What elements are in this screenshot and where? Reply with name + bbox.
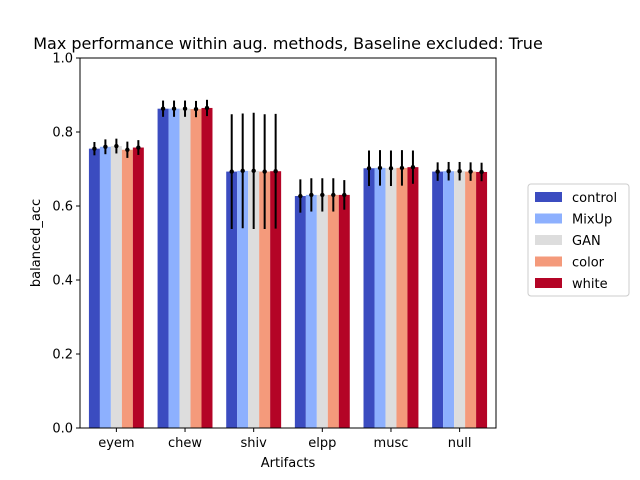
bar-gan-eyem bbox=[110, 146, 122, 428]
error-marker-control-chew bbox=[160, 106, 166, 111]
error-bars-layer bbox=[92, 99, 484, 229]
bar-white-null bbox=[476, 171, 488, 428]
error-marker-white-elpp bbox=[342, 192, 347, 198]
y-tick-label: 0.4 bbox=[52, 274, 73, 289]
error-marker-color-chew bbox=[193, 106, 199, 112]
bar-mixup-eyem bbox=[99, 146, 111, 429]
plot-frame bbox=[79, 57, 497, 429]
bar-color-musc bbox=[396, 167, 408, 428]
x-tick-label-elpp: elpp bbox=[308, 436, 336, 451]
legend-swatch-control bbox=[535, 192, 562, 202]
error-marker-control-eyem bbox=[92, 146, 97, 151]
legend-swatch-color bbox=[535, 256, 562, 267]
bar-color-chew bbox=[190, 109, 202, 428]
legend-swatch-gan bbox=[535, 235, 562, 245]
bar-color-eyem bbox=[121, 149, 133, 428]
error-marker-control-elpp bbox=[298, 193, 303, 199]
error-marker-control-null bbox=[435, 169, 440, 174]
bar-gan-chew bbox=[179, 108, 191, 428]
bar-gan-null bbox=[454, 171, 466, 428]
error-marker-gan-eyem bbox=[114, 143, 119, 149]
error-marker-mixup-shiv bbox=[240, 168, 245, 174]
legend-frame bbox=[527, 183, 630, 297]
x-tick-label-null: null bbox=[448, 436, 472, 451]
error-marker-mixup-null bbox=[446, 169, 451, 174]
y-tick-label: 0.6 bbox=[52, 200, 73, 215]
chart-title: Max performance within aug. methods, Bas… bbox=[33, 34, 543, 53]
bar-white-musc bbox=[407, 167, 419, 428]
x-tick-label-eyem: eyem bbox=[98, 436, 134, 451]
legend: control MixUp GAN color white bbox=[527, 183, 630, 297]
y-tick-label: 0.2 bbox=[52, 348, 73, 363]
error-marker-control-musc bbox=[366, 166, 372, 171]
error-marker-gan-shiv bbox=[251, 168, 256, 174]
error-marker-mixup-eyem bbox=[103, 144, 108, 149]
bar-control-elpp bbox=[294, 196, 306, 428]
bar-white-elpp bbox=[338, 194, 350, 428]
error-marker-white-chew bbox=[204, 105, 210, 111]
legend-label-white: white bbox=[572, 277, 608, 292]
x-axis-label: Artifacts bbox=[261, 456, 316, 471]
bar-mixup-shiv bbox=[237, 170, 249, 428]
legend-swatch-white bbox=[535, 278, 562, 288]
bar-gan-musc bbox=[385, 168, 397, 428]
error-marker-color-null bbox=[468, 169, 473, 174]
bar-color-elpp bbox=[327, 194, 339, 428]
error-marker-gan-chew bbox=[182, 106, 188, 111]
bar-mixup-musc bbox=[374, 167, 386, 428]
bar-color-null bbox=[465, 171, 477, 428]
y-tick-label: 0.0 bbox=[52, 422, 73, 437]
bar-mixup-elpp bbox=[305, 194, 317, 428]
bar-white-shiv bbox=[270, 171, 282, 428]
error-marker-white-musc bbox=[410, 164, 416, 170]
bar-control-chew bbox=[157, 108, 169, 428]
error-marker-mixup-chew bbox=[171, 106, 177, 111]
error-marker-white-eyem bbox=[136, 145, 141, 150]
legend-label-mixup: MixUp bbox=[572, 213, 612, 228]
y-axis-label: balanced_acc bbox=[29, 199, 44, 287]
legend-label-gan: GAN bbox=[572, 234, 601, 249]
x-tick-label-musc: musc bbox=[374, 436, 409, 451]
bar-control-musc bbox=[363, 168, 375, 428]
y-tick-label: 0.8 bbox=[52, 126, 73, 141]
error-marker-control-shiv bbox=[229, 169, 234, 174]
error-marker-mixup-elpp bbox=[309, 192, 314, 198]
error-marker-white-shiv bbox=[273, 169, 278, 174]
bar-control-shiv bbox=[226, 171, 238, 428]
bar-gan-elpp bbox=[316, 194, 328, 428]
legend-swatch-mixup bbox=[535, 213, 562, 224]
legend-label-control: control bbox=[572, 191, 617, 206]
error-marker-gan-elpp bbox=[320, 192, 325, 198]
bar-gan-shiv bbox=[248, 170, 260, 428]
bar-mixup-null bbox=[443, 171, 455, 428]
bars-layer bbox=[88, 107, 488, 429]
bar-white-chew bbox=[201, 107, 213, 428]
x-axis: eyem chew shiv elpp musc null bbox=[98, 428, 471, 451]
error-marker-color-musc bbox=[399, 165, 405, 171]
error-marker-white-null bbox=[479, 169, 484, 175]
bar-color-shiv bbox=[259, 171, 271, 428]
error-marker-gan-null bbox=[457, 169, 462, 174]
bar-mixup-chew bbox=[168, 108, 180, 428]
error-marker-color-shiv bbox=[262, 169, 267, 174]
bar-control-eyem bbox=[88, 148, 100, 428]
error-marker-color-eyem bbox=[125, 147, 130, 152]
bar-control-null bbox=[432, 171, 444, 428]
error-marker-mixup-musc bbox=[377, 165, 383, 171]
y-axis: 0.0 0.2 0.4 0.6 0.8 1.0 bbox=[52, 52, 80, 437]
x-tick-label-chew: chew bbox=[168, 436, 202, 451]
legend-label-color: color bbox=[572, 256, 605, 271]
error-marker-color-elpp bbox=[331, 192, 336, 198]
bar-white-eyem bbox=[132, 147, 144, 429]
x-tick-label-shiv: shiv bbox=[241, 436, 268, 451]
y-tick-label: 1.0 bbox=[52, 52, 73, 67]
error-marker-gan-musc bbox=[388, 166, 394, 171]
